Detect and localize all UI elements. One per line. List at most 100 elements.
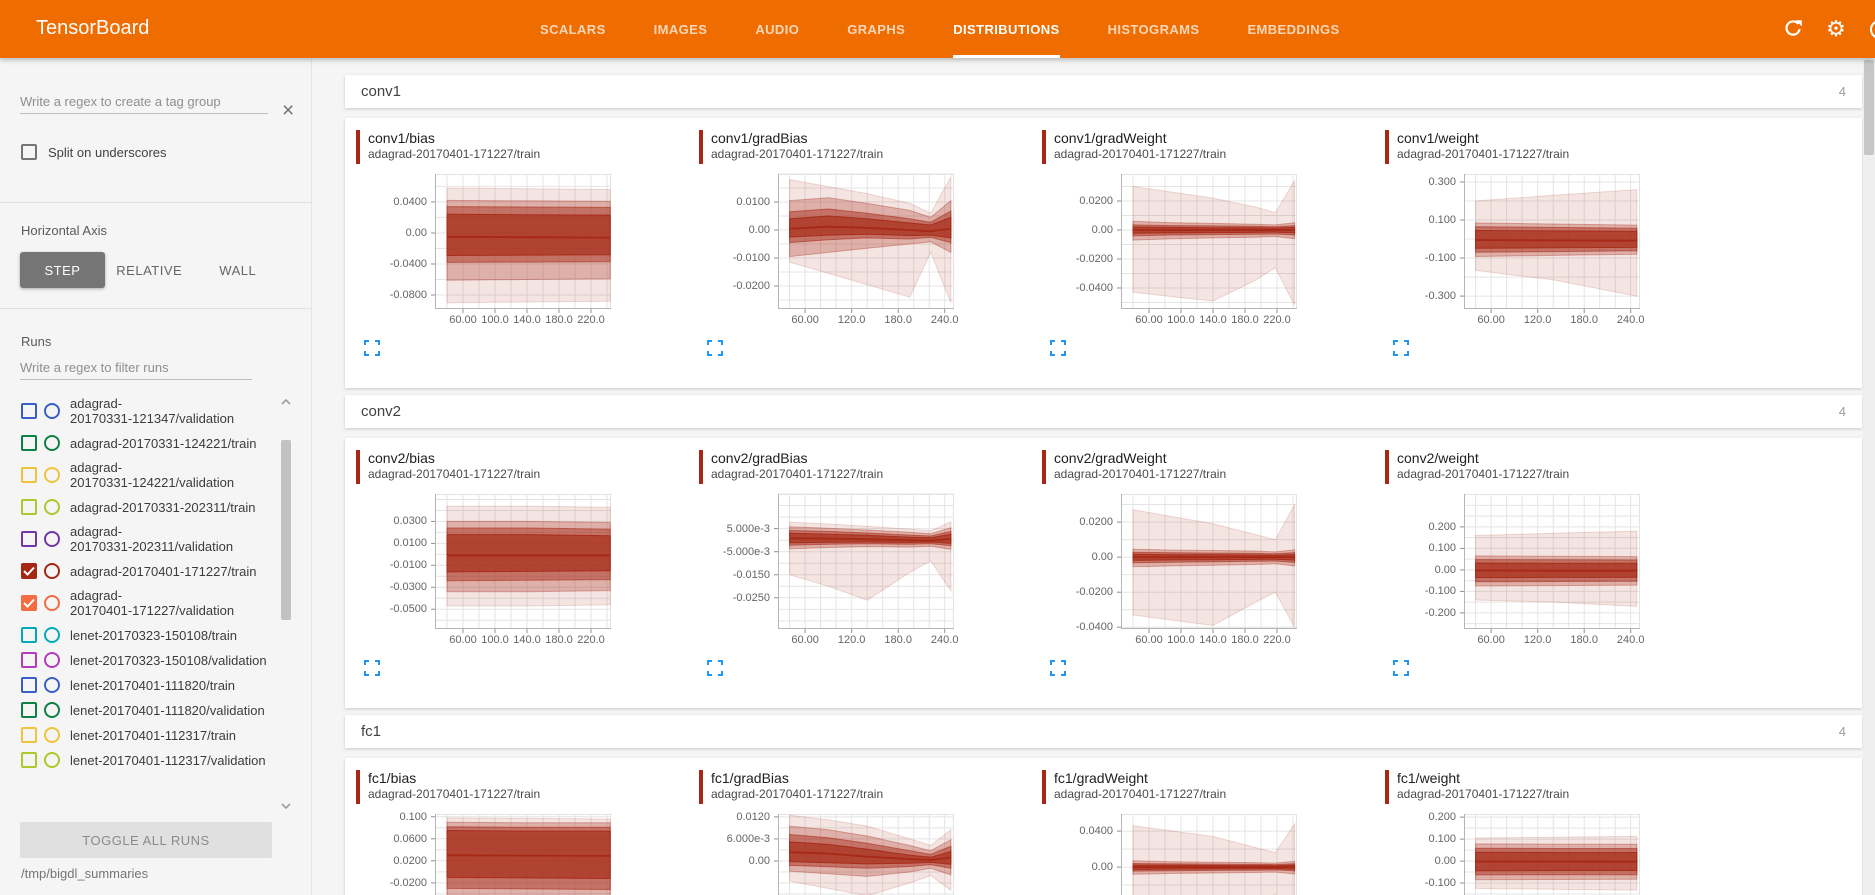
section-header-conv1[interactable]: conv1 4 [345, 75, 1862, 108]
run-item[interactable]: adagrad- 20170331-121347/validation [21, 396, 269, 426]
run-item[interactable]: adagrad-20170331-202311/train [21, 499, 269, 515]
close-icon[interactable]: × [282, 99, 295, 122]
run-checkbox[interactable] [21, 752, 37, 768]
plot-area: 0.0400 0.00 -0.0400 -0.0800 [390, 174, 611, 313]
distribution-plot[interactable] [431, 814, 611, 895]
run-item[interactable]: lenet-20170323-150108/validation [21, 652, 269, 668]
run-checkbox[interactable] [21, 499, 37, 515]
distribution-plot[interactable] [1460, 814, 1640, 895]
run-checkbox[interactable] [21, 595, 37, 611]
run-checkbox[interactable] [21, 677, 37, 693]
x-tick-label: 220.0 [577, 314, 605, 326]
run-label: adagrad- 20170331-124221/validation [70, 460, 235, 490]
expand-icon[interactable] [1049, 339, 1067, 357]
toggle-all-runs-button[interactable]: TOGGLE ALL RUNS [20, 822, 272, 858]
run-item[interactable]: lenet-20170323-150108/train [21, 627, 269, 643]
run-item[interactable]: adagrad- 20170331-124221/validation [21, 460, 269, 490]
tab-scalars[interactable]: SCALARS [540, 21, 606, 37]
tab-graphs[interactable]: GRAPHS [847, 21, 906, 37]
settings-icon[interactable]: ⚙ [1826, 16, 1846, 41]
tab-histograms[interactable]: HISTOGRAMS [1107, 21, 1200, 37]
tag-group-regex-input[interactable] [20, 90, 268, 114]
distribution-plot[interactable] [1460, 494, 1640, 633]
distribution-plot[interactable] [774, 814, 954, 895]
expand-icon[interactable] [706, 339, 724, 357]
tab-images[interactable]: IMAGES [653, 21, 708, 37]
run-radio[interactable] [44, 752, 60, 768]
runs-scrollbar-thumb[interactable] [281, 440, 291, 620]
distribution-plot[interactable] [1117, 174, 1297, 313]
runs-regex-input[interactable] [20, 356, 252, 380]
step-button[interactable]: STEP [20, 252, 105, 288]
chart-run-name: adagrad-20170401-171227/train [1397, 147, 1570, 161]
distribution-plot[interactable] [431, 174, 611, 313]
run-radio[interactable] [44, 727, 60, 743]
expand-icon[interactable] [363, 659, 381, 677]
chevron-down-icon[interactable] [280, 802, 292, 810]
section-header-fc1[interactable]: fc1 4 [345, 715, 1862, 748]
expand-icon[interactable] [1049, 659, 1067, 677]
runs-scrollbar[interactable] [279, 398, 293, 820]
section-header-conv2[interactable]: conv2 4 [345, 395, 1862, 428]
chart-header: conv2/gradBias adagrad-20170401-171227/tr… [699, 450, 1036, 484]
tab-distributions[interactable]: DISTRIBUTIONS [953, 0, 1060, 58]
run-item[interactable]: lenet-20170401-111820/validation [21, 702, 269, 718]
run-checkbox[interactable] [21, 435, 37, 451]
main-scrollbar[interactable] [1863, 58, 1875, 895]
run-item[interactable]: adagrad-20170401-171227/train [21, 563, 269, 579]
x-tick-label: 180.0 [884, 634, 912, 646]
divider [0, 308, 311, 309]
main-scrollbar-thumb[interactable] [1864, 60, 1874, 155]
refresh-icon[interactable] [1782, 18, 1804, 40]
run-radio[interactable] [44, 467, 60, 483]
distribution-plot[interactable] [431, 494, 611, 633]
split-underscores-checkbox[interactable] [21, 144, 37, 160]
help-icon[interactable]: ? [1868, 18, 1875, 40]
distribution-plot[interactable] [1460, 174, 1640, 313]
tab-embeddings[interactable]: EMBEDDINGS [1247, 21, 1340, 37]
run-checkbox[interactable] [21, 531, 37, 547]
expand-icon[interactable] [706, 659, 724, 677]
run-radio[interactable] [44, 652, 60, 668]
run-checkbox[interactable] [21, 702, 37, 718]
distribution-plot[interactable] [1117, 814, 1297, 895]
run-item[interactable]: lenet-20170401-111820/train [21, 677, 269, 693]
x-axis-labels: 60.00 100.0 140.0 180.0 220.0 [435, 634, 611, 650]
distribution-plot[interactable] [1117, 494, 1297, 633]
run-checkbox[interactable] [21, 467, 37, 483]
run-checkbox[interactable] [21, 652, 37, 668]
chart-title: conv2/gradBias [711, 450, 808, 466]
run-label: lenet-20170323-150108/train [70, 627, 237, 643]
run-item[interactable]: adagrad- 20170331-202311/validation [21, 524, 269, 554]
chevron-up-icon[interactable] [280, 398, 292, 406]
run-radio[interactable] [44, 531, 60, 547]
tag-section-conv1: conv1 4 conv1/bias adagrad-20170401-171227/… [345, 75, 1862, 388]
run-checkbox[interactable] [21, 403, 37, 419]
expand-icon[interactable] [1392, 339, 1410, 357]
run-radio[interactable] [44, 499, 60, 515]
run-item[interactable]: lenet-20170401-112317/train [21, 727, 269, 743]
distribution-plot[interactable] [774, 493, 954, 633]
run-checkbox[interactable] [21, 727, 37, 743]
run-checkbox[interactable] [21, 627, 37, 643]
relative-button[interactable]: RELATIVE [116, 262, 183, 278]
run-item[interactable]: lenet-20170401-112317/validation [21, 752, 269, 768]
y-tick-label: 0.0120 [736, 810, 770, 823]
run-radio[interactable] [44, 435, 60, 451]
wall-button[interactable]: WALL [219, 262, 257, 278]
tab-audio[interactable]: AUDIO [755, 21, 800, 37]
run-item[interactable]: adagrad-20170331-124221/train [21, 435, 269, 451]
run-radio[interactable] [44, 702, 60, 718]
run-radio[interactable] [44, 563, 60, 579]
run-radio[interactable] [44, 677, 60, 693]
run-item[interactable]: adagrad- 20170401-171227/validation [21, 588, 269, 618]
distribution-plot[interactable] [774, 173, 954, 313]
expand-icon[interactable] [363, 339, 381, 357]
run-radio[interactable] [44, 627, 60, 643]
run-radio[interactable] [44, 403, 60, 419]
run-radio[interactable] [44, 595, 60, 611]
run-checkbox[interactable] [21, 563, 37, 579]
expand-icon[interactable] [1392, 659, 1410, 677]
y-tick-label: -0.0100 [389, 559, 427, 572]
y-tick-label: 0.00 [748, 224, 770, 237]
